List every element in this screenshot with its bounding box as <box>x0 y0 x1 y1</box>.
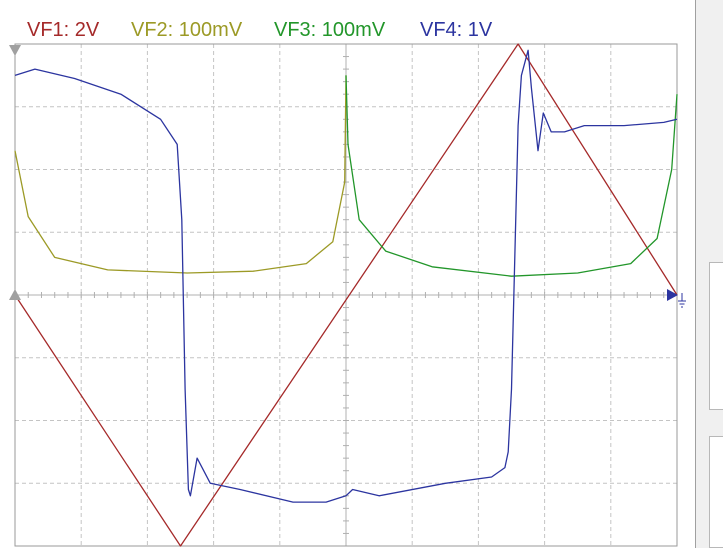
legend-vf1: VF1: 2V <box>27 19 100 41</box>
channel-offset-marker <box>667 289 678 301</box>
legend-vf3: VF3: 100mV <box>274 19 386 41</box>
side-panel-box-1 <box>709 262 723 410</box>
trace-vf3 <box>345 75 678 277</box>
oscilloscope-display[interactable] <box>0 40 695 548</box>
trigger-level-marker <box>9 289 21 300</box>
trace-vf2 <box>14 75 347 274</box>
ground-icon <box>678 293 686 308</box>
scope-markers <box>9 45 686 308</box>
side-panel-divider <box>695 0 696 548</box>
scope-traces <box>14 43 678 547</box>
channel-legend: VF1: 2V VF2: 100mV VF3: 100mV VF4: 1V <box>0 0 695 42</box>
side-panel-box-2 <box>709 436 723 548</box>
legend-vf2: VF2: 100mV <box>131 19 243 41</box>
legend-vf4: VF4: 1V <box>420 19 493 41</box>
trace-vf4 <box>14 49 678 503</box>
trigger-position-marker <box>9 45 21 56</box>
trace-vf1 <box>14 43 678 547</box>
